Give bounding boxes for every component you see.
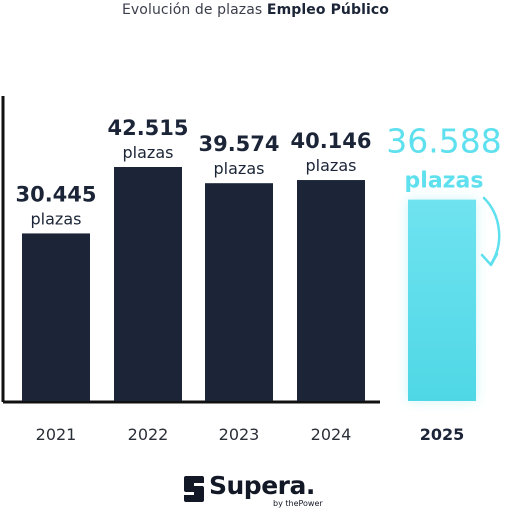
bar-chart: 30.445 plazas 2021 42.515 plazas 2022 39.574 pl… [1, 96, 502, 444]
x-tick-2022: 2022 [128, 425, 169, 444]
bar-2022 [114, 167, 182, 401]
x-tick-2023: 2023 [219, 425, 260, 444]
supera-s-icon [184, 476, 204, 502]
unit-label-2021: plazas [31, 209, 82, 228]
value-label-2023: 39.574 [198, 132, 279, 156]
x-tick-2024: 2024 [311, 425, 352, 444]
unit-label-2024: plazas [306, 156, 357, 175]
x-tick-2021: 2021 [36, 425, 77, 444]
value-label-2022: 42.515 [107, 116, 188, 140]
unit-label-2023: plazas [214, 159, 265, 178]
bar-2023 [205, 183, 273, 401]
bar-2025 [408, 199, 476, 401]
chart-title: Evolución de plazas Empleo Público [0, 2, 511, 18]
unit-label-2022: plazas [123, 143, 174, 162]
x-tick-2025: 2025 [420, 425, 465, 444]
bar-2021 [22, 233, 90, 401]
chart-title-bold: Empleo Público [266, 2, 390, 18]
value-label-2024: 40.146 [290, 129, 371, 153]
unit-label-2025: plazas [405, 169, 484, 194]
logo-brand: Supera. [209, 471, 315, 500]
value-label-2021: 30.445 [15, 182, 96, 206]
bar-2024 [297, 180, 365, 401]
logo-subtitle: by thePower [273, 499, 323, 508]
supera-logo: Supera. by thePower [183, 471, 333, 512]
arrow-head [480, 252, 499, 267]
chart-title-prefix: Evolución de plazas [121, 2, 263, 18]
value-label-2025: 36.588 [386, 122, 501, 161]
